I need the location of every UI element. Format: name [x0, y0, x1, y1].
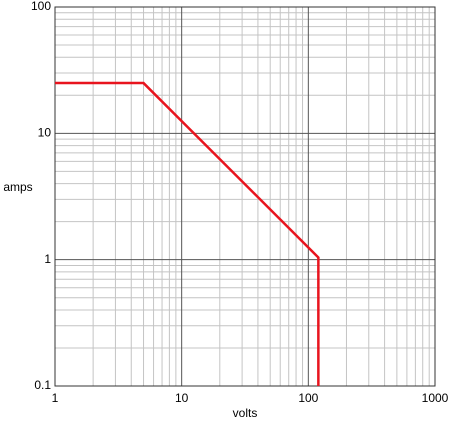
- y-tick-label: 100: [31, 0, 51, 13]
- plot-border: [54, 6, 436, 387]
- y-axis-label: amps: [3, 180, 32, 194]
- y-tick-label: 1: [44, 252, 51, 266]
- x-tick-label: 1: [52, 391, 59, 405]
- x-tick-label: 10: [175, 391, 189, 405]
- plot-background: [55, 7, 435, 386]
- data-line: [55, 81, 320, 386]
- x-tick-label: 1000: [422, 391, 449, 405]
- y-tick-label: 0.1: [34, 378, 51, 392]
- x-axis-label: volts: [233, 406, 258, 420]
- x-tick-label: 100: [298, 391, 318, 405]
- y-tick-label: 10: [38, 126, 52, 140]
